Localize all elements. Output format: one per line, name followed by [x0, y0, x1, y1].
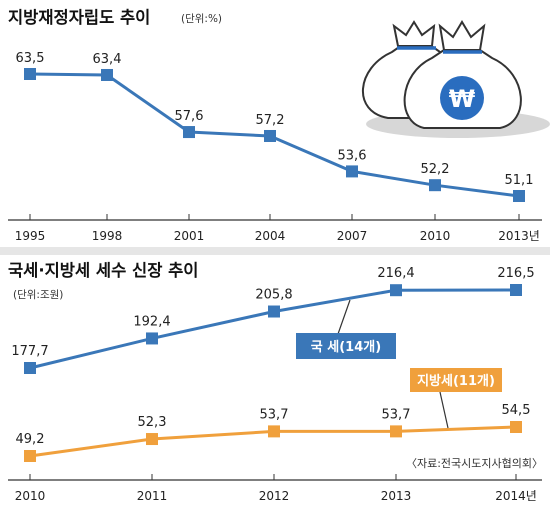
chart1-unit: (단위:%)	[181, 12, 222, 25]
local-callout-label: 지방세(11개)	[417, 373, 495, 389]
chart1-data-point	[24, 68, 36, 80]
national-callout-label: 국 세(14개)	[311, 340, 381, 355]
chart2-x-tick-label: 2012	[259, 489, 290, 503]
chart1-data-label: 57,2	[256, 113, 285, 128]
chart1-data-label: 63,5	[16, 51, 45, 66]
chart2-x-tick-label: 2014년	[495, 489, 537, 503]
chart1-x-tick-label: 2001	[174, 229, 205, 243]
chart1-data-point	[183, 126, 195, 139]
chart2-unit: (단위:조원)	[13, 288, 63, 301]
front-bag-top	[438, 20, 486, 51]
chart2-national-label: 177,7	[11, 344, 48, 359]
chart2-local-label: 54,5	[502, 403, 531, 418]
chart2-x-tick-label: 2011	[137, 489, 168, 503]
local-callout-box	[410, 368, 502, 392]
chart1-data-point	[101, 68, 113, 81]
chart2-title: 국세·지방세 세수 신장 추이	[8, 261, 198, 280]
chart2-national-point	[146, 332, 158, 345]
chart1-data-label: 63,4	[93, 52, 122, 67]
chart2-x-tick-label: 2010	[15, 489, 46, 503]
national-callout-line	[337, 299, 351, 335]
chart1-data-label: 52,2	[421, 162, 450, 177]
chart1-x-tick-label: 2013년	[498, 229, 540, 243]
chart2-local-point	[510, 421, 522, 433]
chart1-title: 지방재정자립도 추이	[8, 8, 150, 27]
chart2-national-point	[510, 284, 522, 296]
chart1-x-tick-label: 2004	[255, 229, 286, 243]
chart2-local-point	[146, 433, 158, 446]
chart2-local-label: 53,7	[382, 407, 411, 422]
chart2-local-point	[268, 425, 280, 438]
chart1-data-label: 57,6	[175, 109, 204, 124]
chart2-local-point	[24, 450, 36, 462]
national-callout-box	[296, 333, 396, 359]
chart1-data-label: 53,6	[338, 148, 367, 163]
back-bag-top	[392, 20, 436, 47]
chart2-national-label: 205,8	[255, 288, 292, 303]
chart2-national-point	[24, 362, 36, 374]
chart1-data-label: 51,1	[505, 173, 534, 188]
chart2-national-label: 192,4	[133, 314, 170, 329]
chart1-data-point	[264, 129, 276, 142]
money-bags-won-icon: ₩	[361, 20, 550, 138]
local-callout-line	[439, 391, 449, 429]
chart2-national-point	[268, 305, 280, 318]
chart1-data-point	[513, 190, 525, 202]
chart2-x-tick-label: 2013	[381, 489, 412, 503]
chart1-x-tick-label: 2010	[420, 229, 451, 243]
chart1-x-tick-label: 1995	[15, 229, 46, 243]
chart2-local-label: 53,7	[260, 407, 289, 422]
won-symbol: ₩	[449, 85, 476, 113]
section-divider	[0, 247, 550, 255]
won-coin	[440, 76, 484, 120]
chart2-national-label: 216,4	[377, 266, 414, 281]
chart1-x-tick-label: 1998	[92, 229, 123, 243]
chart2-national-point	[390, 284, 402, 297]
chart1-data-point	[429, 179, 441, 192]
chart2-local-point	[390, 425, 402, 438]
chart1-x-tick-label: 2007	[337, 229, 368, 243]
source-note: 〈자료:전국시도지사협의회〉	[406, 457, 543, 470]
chart1-data-point	[346, 165, 358, 178]
chart2-local-label: 49,2	[16, 432, 45, 447]
chart2-local-label: 52,3	[138, 415, 167, 430]
chart2-national-label: 216,5	[497, 266, 534, 281]
